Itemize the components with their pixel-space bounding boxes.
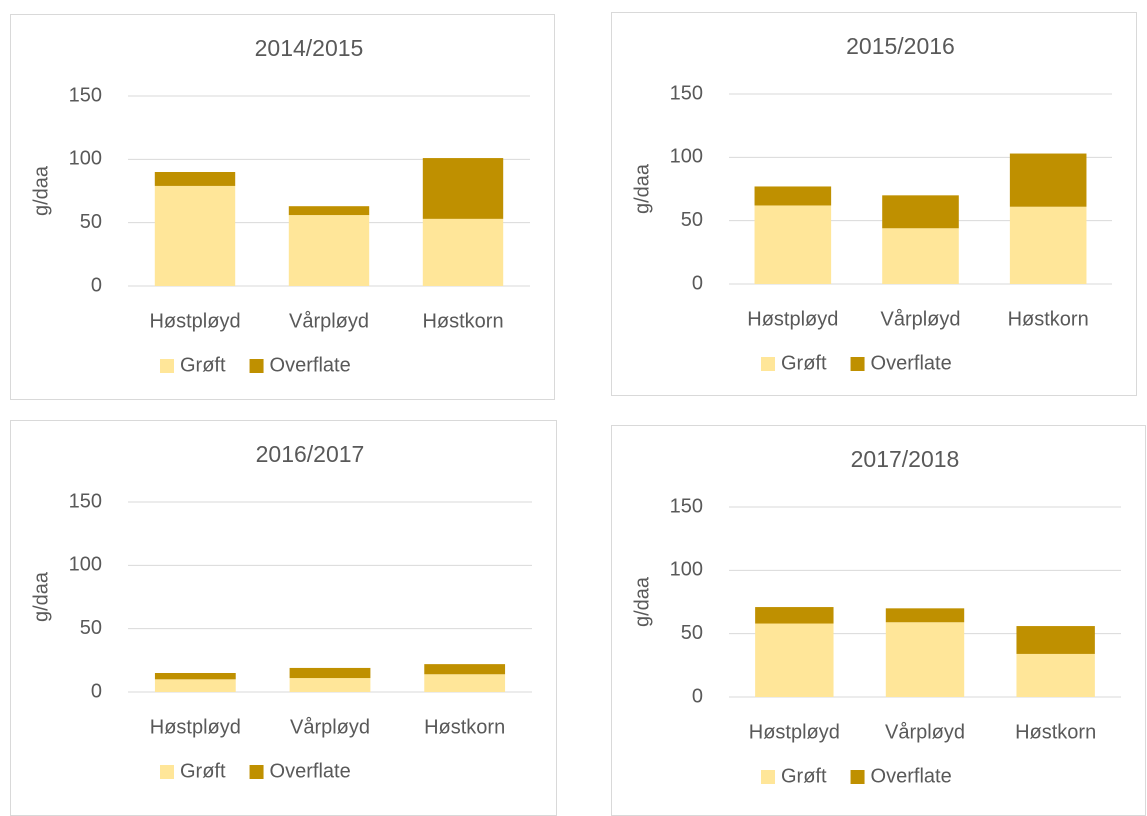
- bar-segment: [424, 664, 506, 675]
- legend-swatch: [160, 359, 174, 373]
- y-tick-label: 0: [692, 272, 703, 294]
- y-tick-label: 50: [681, 209, 703, 231]
- legend-swatch: [160, 765, 174, 779]
- bar-segment: [1016, 653, 1095, 697]
- y-tick-label: 100: [69, 554, 102, 576]
- y-tick-label: 100: [670, 146, 703, 168]
- y-tick-label: 100: [69, 148, 102, 170]
- x-tick-label: Høstkorn: [1015, 721, 1096, 743]
- legend-label: Grøft: [180, 760, 226, 782]
- y-axis-title: g/daa: [30, 571, 52, 622]
- x-tick-label: Høstpløyd: [149, 310, 240, 332]
- x-tick-label: Høstkorn: [1008, 308, 1089, 330]
- bar-segment: [422, 158, 504, 219]
- legend-label: Overflate: [270, 354, 351, 376]
- bar-segment: [754, 205, 832, 284]
- legend-swatch: [761, 770, 775, 784]
- bar-segment: [289, 667, 371, 679]
- x-tick-label: Høstpløyd: [747, 308, 838, 330]
- bar-segment: [885, 608, 965, 623]
- y-axis-title: g/daa: [631, 576, 653, 627]
- y-tick-label: 50: [80, 617, 102, 639]
- legend-label: Overflate: [270, 760, 351, 782]
- y-tick-label: 150: [69, 490, 102, 512]
- bar-segment: [885, 622, 965, 697]
- legend-label: Grøft: [781, 352, 827, 374]
- x-tick-label: Høstpløyd: [150, 716, 241, 738]
- bar-segment: [882, 195, 959, 229]
- x-tick-label: Høstkorn: [422, 310, 503, 332]
- bar-segment: [154, 172, 236, 186]
- y-tick-label: 0: [692, 685, 703, 707]
- legend-label: Grøft: [180, 354, 226, 376]
- bar-segment: [755, 607, 834, 624]
- panel-border: [611, 425, 1146, 816]
- y-tick-label: 50: [681, 622, 703, 644]
- y-tick-label: 0: [91, 680, 102, 702]
- bar-segment: [1009, 153, 1087, 207]
- legend-label: Overflate: [871, 352, 952, 374]
- y-tick-label: 0: [91, 274, 102, 296]
- x-tick-label: Vårpløyd: [290, 716, 370, 738]
- y-tick-label: 150: [670, 82, 703, 104]
- y-tick-label: 100: [670, 559, 703, 581]
- bar-segment: [424, 674, 506, 692]
- x-tick-label: Vårpløyd: [880, 308, 960, 330]
- bar-segment: [154, 185, 236, 286]
- bar-segment: [1009, 206, 1087, 284]
- legend-swatch: [249, 765, 264, 779]
- bar-segment: [154, 673, 236, 680]
- bar-segment: [1016, 626, 1095, 654]
- bar-segment: [882, 228, 959, 284]
- legend-swatch: [850, 770, 865, 784]
- x-tick-label: Vårpløyd: [885, 721, 965, 743]
- legend-swatch: [249, 359, 264, 373]
- bar-segment: [422, 218, 504, 286]
- bar-segment: [755, 623, 834, 697]
- x-tick-label: Høstkorn: [424, 716, 505, 738]
- x-tick-label: Vårpløyd: [289, 310, 369, 332]
- bar-segment: [754, 186, 832, 206]
- bar-segment: [288, 206, 370, 216]
- y-tick-label: 50: [80, 211, 102, 233]
- legend-label: Overflate: [871, 765, 952, 787]
- chart-title: 2016/2017: [256, 441, 365, 467]
- bar-segment: [288, 215, 370, 286]
- y-tick-label: 150: [670, 495, 703, 517]
- legend-swatch: [761, 357, 775, 371]
- panel-border: [10, 420, 557, 816]
- legend-label: Grøft: [781, 765, 827, 787]
- bar-segment: [289, 678, 371, 692]
- y-axis-title: g/daa: [30, 165, 52, 216]
- y-tick-label: 150: [69, 84, 102, 106]
- y-axis-title: g/daa: [631, 163, 653, 214]
- chart-title: 2017/2018: [851, 446, 960, 472]
- bar-segment: [154, 679, 236, 692]
- chart-title: 2015/2016: [846, 33, 955, 59]
- x-tick-label: Høstpløyd: [749, 721, 840, 743]
- legend-swatch: [850, 357, 865, 371]
- chart-title: 2014/2015: [255, 35, 364, 61]
